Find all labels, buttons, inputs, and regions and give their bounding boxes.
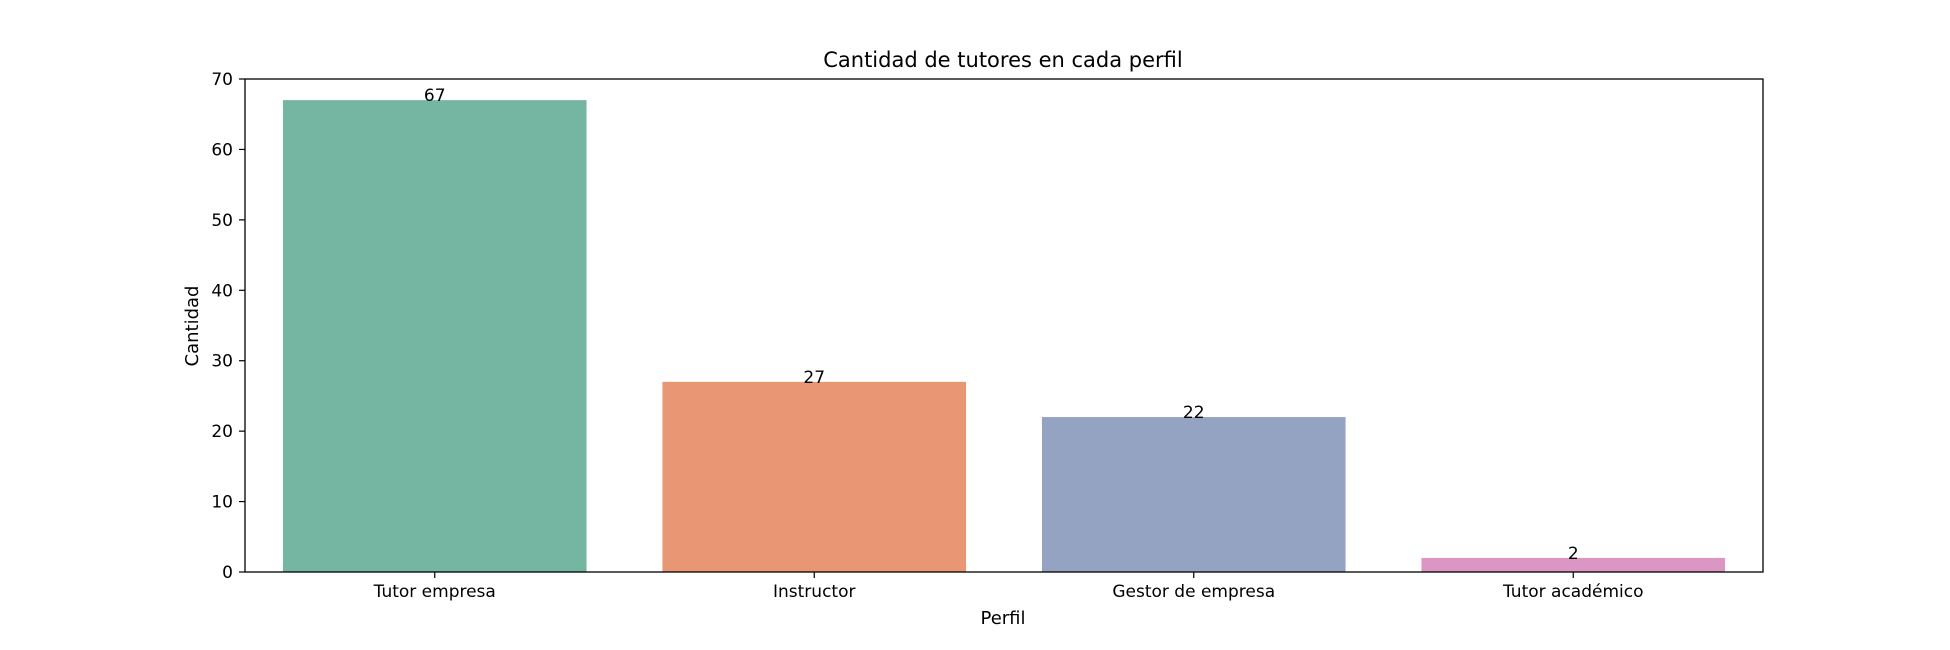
y-tick-label: 30 <box>211 352 233 372</box>
y-tick-label: 0 <box>222 563 233 583</box>
y-tick-label: 40 <box>211 281 233 301</box>
chart-title: Cantidad de tutores en cada perfil <box>823 48 1183 72</box>
bar-4 <box>1421 557 1726 572</box>
plot-frame <box>244 78 1764 573</box>
y-tick-label: 50 <box>211 211 233 231</box>
x-axis-label: Perfil <box>980 608 1025 629</box>
y-tick-label: 60 <box>211 140 233 160</box>
y-axis-label: Cantidad <box>182 286 203 367</box>
data-label-1: 67 <box>424 86 446 106</box>
y-tick-label: 20 <box>211 422 233 442</box>
bar-2 <box>662 381 967 572</box>
data-label-3: 22 <box>1183 403 1205 423</box>
bar-3 <box>1041 417 1346 572</box>
data-label-4: 2 <box>1568 544 1579 564</box>
y-tick-label: 70 <box>211 70 233 90</box>
x-axis-ticks: Tutor empresa Instructor Gestor de empresa… <box>373 572 1644 602</box>
bar-1 <box>282 100 587 572</box>
x-tick-label: Instructor <box>773 582 855 602</box>
x-tick-label: Gestor de empresa <box>1112 582 1275 602</box>
x-tick-label: Tutor académico <box>1502 582 1644 602</box>
y-tick-label: 10 <box>211 493 233 513</box>
y-axis-ticks: 0 10 20 30 40 50 60 70 <box>211 70 245 583</box>
x-tick-label: Tutor empresa <box>373 582 496 602</box>
data-label-2: 27 <box>803 368 825 388</box>
bars-group <box>282 100 1726 572</box>
